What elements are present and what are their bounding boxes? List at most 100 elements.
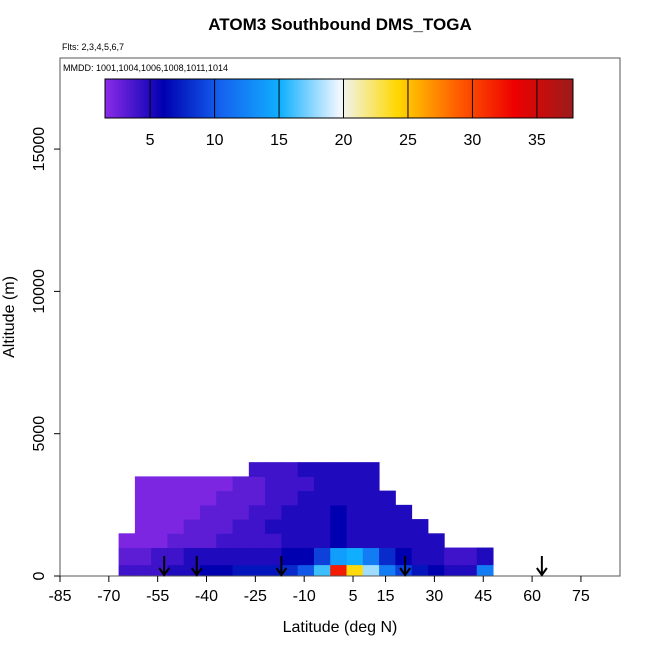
x-tick-label: 5 bbox=[349, 588, 358, 605]
cell bbox=[281, 547, 299, 566]
arrow bbox=[536, 556, 548, 577]
cell bbox=[379, 490, 396, 506]
cell bbox=[151, 564, 168, 577]
cell bbox=[346, 533, 364, 549]
cell bbox=[167, 547, 185, 566]
cell bbox=[248, 490, 266, 506]
cell bbox=[216, 519, 234, 534]
cell bbox=[476, 564, 494, 577]
cell bbox=[362, 490, 380, 506]
cell bbox=[151, 547, 168, 566]
cell bbox=[265, 462, 282, 477]
cell bbox=[216, 504, 234, 520]
cell bbox=[362, 476, 380, 492]
cell bbox=[151, 533, 168, 549]
colorbar-tick-label: 35 bbox=[528, 132, 546, 149]
cell bbox=[427, 564, 445, 577]
colorbar-tick-label: 15 bbox=[270, 132, 288, 149]
cell bbox=[362, 504, 380, 520]
x-tick-label: 30 bbox=[426, 588, 444, 605]
y-tick-label: 10000 bbox=[31, 269, 48, 314]
cell bbox=[330, 504, 348, 520]
cell bbox=[427, 547, 445, 566]
cell bbox=[183, 476, 201, 492]
cell bbox=[183, 504, 201, 520]
y-tick-label: 5000 bbox=[31, 416, 48, 452]
cell bbox=[313, 547, 331, 566]
cell bbox=[248, 476, 266, 492]
cell bbox=[346, 504, 364, 520]
cell bbox=[183, 564, 201, 577]
cell bbox=[297, 564, 315, 577]
cell bbox=[330, 533, 348, 549]
cell bbox=[297, 490, 315, 506]
cell bbox=[362, 564, 380, 577]
cell bbox=[281, 564, 299, 577]
cell bbox=[444, 564, 461, 577]
cell bbox=[232, 533, 250, 549]
x-tick-label: 15 bbox=[377, 588, 395, 605]
cell bbox=[216, 476, 234, 492]
cell bbox=[411, 564, 429, 577]
cell bbox=[313, 533, 331, 549]
arrow bbox=[190, 556, 203, 577]
cell bbox=[362, 519, 380, 534]
cell bbox=[297, 547, 315, 566]
x-tick-label: -70 bbox=[97, 588, 120, 605]
cell bbox=[200, 564, 217, 577]
colorbar-tick-label: 5 bbox=[146, 132, 155, 149]
cell bbox=[297, 519, 315, 534]
cell bbox=[183, 547, 201, 566]
cell bbox=[476, 547, 494, 566]
cell bbox=[167, 533, 185, 549]
cell bbox=[134, 490, 152, 506]
heatmap bbox=[118, 462, 494, 577]
cell bbox=[379, 533, 396, 549]
cell bbox=[395, 519, 413, 534]
cell bbox=[346, 462, 364, 477]
y-axis-label: Altitude (m) bbox=[1, 276, 18, 358]
cell bbox=[265, 519, 282, 534]
colorbar-tick-label: 30 bbox=[464, 132, 482, 149]
cell bbox=[313, 519, 331, 534]
cell bbox=[200, 547, 217, 566]
cell bbox=[362, 533, 380, 549]
cell bbox=[232, 476, 250, 492]
cell bbox=[151, 519, 168, 534]
cell bbox=[362, 462, 380, 477]
cell bbox=[248, 519, 266, 534]
cell bbox=[281, 462, 299, 477]
x-tick-label: 60 bbox=[523, 588, 541, 605]
cell bbox=[330, 547, 348, 566]
cell bbox=[395, 504, 413, 520]
cell bbox=[151, 490, 168, 506]
cell bbox=[427, 533, 445, 549]
cell bbox=[313, 490, 331, 506]
cell bbox=[297, 476, 315, 492]
cell bbox=[232, 547, 250, 566]
cell bbox=[379, 519, 396, 534]
cell bbox=[216, 490, 234, 506]
cell bbox=[444, 547, 461, 566]
cell bbox=[281, 504, 299, 520]
cell bbox=[134, 564, 152, 577]
cell bbox=[265, 504, 282, 520]
cell bbox=[330, 519, 348, 534]
x-tick-label: 75 bbox=[572, 588, 590, 605]
cell bbox=[330, 462, 348, 477]
cell bbox=[313, 564, 331, 577]
colorbar-tick-label: 10 bbox=[206, 132, 224, 149]
cell bbox=[411, 533, 429, 549]
x-tick-label: -10 bbox=[293, 588, 316, 605]
cell bbox=[200, 533, 217, 549]
cell bbox=[330, 490, 348, 506]
cell bbox=[346, 564, 364, 577]
cell bbox=[248, 462, 266, 477]
cell bbox=[346, 519, 364, 534]
cell bbox=[183, 490, 201, 506]
x-tick-label: 45 bbox=[474, 588, 492, 605]
cell bbox=[346, 547, 364, 566]
cell bbox=[216, 564, 234, 577]
cell bbox=[232, 504, 250, 520]
cell bbox=[151, 504, 168, 520]
